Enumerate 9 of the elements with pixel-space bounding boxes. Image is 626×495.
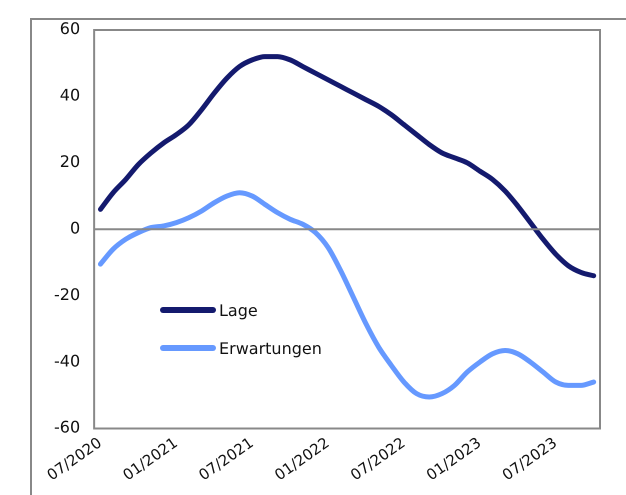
legend-label: Erwartungen [219, 338, 322, 358]
y-tick-label: 60 [60, 19, 80, 38]
y-tick-label: -40 [54, 351, 80, 370]
legend-label: Lage [219, 300, 258, 320]
y-tick-label: -60 [54, 418, 80, 437]
y-tick-label: -20 [54, 284, 80, 304]
y-tick-label: 0 [70, 218, 80, 238]
y-tick-label: 20 [60, 152, 80, 171]
y-tick-label: 40 [60, 86, 80, 105]
